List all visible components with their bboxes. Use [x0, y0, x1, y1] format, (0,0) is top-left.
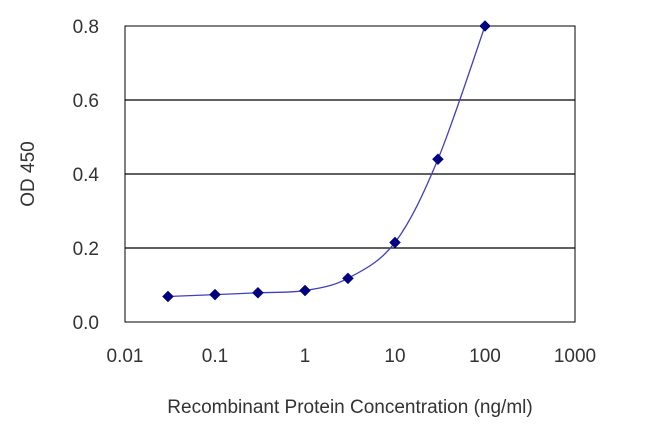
y-tick-label: 0.4 [73, 165, 100, 186]
data-point-marker [299, 284, 311, 297]
y-tick-label: 0.0 [73, 313, 99, 334]
y-tick-label: 0.6 [73, 91, 99, 112]
data-point-marker [209, 288, 221, 301]
x-tick-label: 1 [300, 346, 311, 367]
data-point-marker [342, 272, 354, 285]
y-axis-title: OD 450 [18, 141, 39, 206]
x-tick-label: 0.1 [202, 346, 228, 367]
y-tick-labels: 0.0 0.2 0.4 0.6 0.8 [73, 17, 100, 334]
data-point-marker [479, 20, 491, 32]
y-tick-label: 0.2 [73, 239, 99, 260]
data-series [162, 20, 491, 303]
data-point-marker [162, 290, 174, 303]
gridlines [125, 99, 575, 249]
x-tick-labels: 0.01 0.1 1 10 100 1000 [107, 346, 597, 367]
x-tick-label: 100 [469, 346, 501, 367]
x-tick-label: 1000 [554, 346, 596, 367]
data-point-marker [252, 286, 264, 299]
x-tick-label: 10 [384, 346, 405, 367]
x-tick-label: 0.01 [107, 346, 144, 367]
data-point-marker [432, 153, 444, 166]
x-axis-title: Recombinant Protein Concentration (ng/ml… [167, 397, 532, 418]
y-tick-label: 0.8 [73, 17, 99, 38]
data-point-marker [389, 236, 401, 249]
